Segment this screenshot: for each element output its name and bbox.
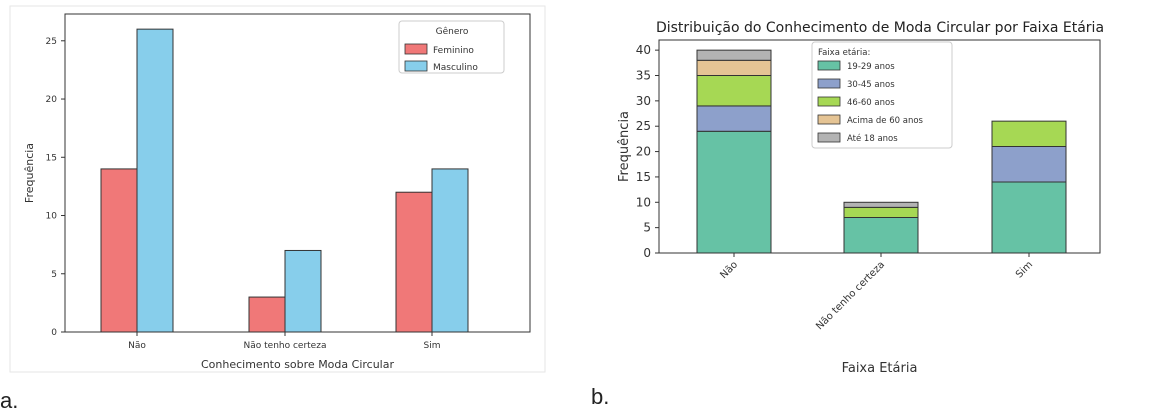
bar-masculino-1 [284,249,322,333]
y-tick-label: 40 [636,43,651,57]
legend-swatch [817,60,841,71]
y-tick-label: 10 [46,212,58,222]
y-tick-label: 0 [51,328,57,338]
chart-b-axes [658,39,1101,254]
legend-title: Faixa etária: [818,48,870,58]
legend-swatch [817,114,841,125]
legend-swatch [817,132,841,143]
y-axis-label: Frequência [23,143,36,203]
stack-segment [696,75,772,107]
y-tick-label: 5 [51,270,57,280]
stack-segment [843,206,919,219]
stack-segment [991,181,1067,254]
y-tick-label: 0 [643,246,651,260]
y-tick-label: 25 [46,37,57,47]
y-tick-label: 5 [643,221,651,235]
bar-feminino-1 [248,296,286,333]
x-axis-label: Faixa Etária [842,361,918,376]
bar-feminino-0 [100,168,138,333]
legend-entry: Acima de 60 anos [847,116,924,126]
y-tick-label: 20 [636,145,651,159]
legend-entry: 30-45 anos [847,80,895,90]
x-tick-label: Sim [424,341,441,351]
y-tick-label: 20 [46,95,58,105]
stack-segment [991,146,1067,183]
y-tick-label: 15 [46,153,57,163]
y-tick-label: 35 [636,69,651,83]
y-axis-label: Frequência [617,111,632,182]
chart-b: 0 5 10 15 20 25 30 35 40 Não Não tenho certeza Sim F… [617,20,1104,376]
x-tick-label: Não [718,259,740,281]
panel-label-b: b. [591,384,610,409]
x-tick-label: Não [128,341,146,351]
legend-swatch [404,60,428,72]
x-tick-label: Sim [1014,259,1035,280]
stack-segment [696,130,772,254]
x-tick-label: Não tenho certeza [244,341,327,351]
stack-segment [843,201,919,208]
legend-entry: Feminino [433,46,474,56]
y-tick-label: 10 [636,195,651,209]
y-tick-label: 25 [636,119,651,133]
legend-swatch [817,78,841,89]
stack-segment [696,59,772,76]
stack-segment [696,49,772,61]
bar-masculino-2 [431,168,469,333]
legend-title: Gênero [436,26,469,37]
stack-segment [991,120,1067,148]
chart-title: Distribuição do Conhecimento de Moda Cir… [656,20,1104,36]
legend-entry: 19-29 anos [847,62,895,72]
legend-entry: Até 18 anos [847,133,898,144]
chart-a-axes [64,13,531,333]
bar-feminino-2 [395,191,433,333]
legend-swatch [817,96,841,107]
x-axis-label: Conhecimento sobre Moda Circular [201,358,394,371]
legend-box [398,20,505,74]
stack-segment [696,105,772,132]
chart-a-frame [9,5,546,373]
y-tick-label: 30 [636,94,651,108]
chart-a: 0 5 10 15 20 25 Não Não tenho certeza Sim Conheci… [9,5,546,373]
legend-entry: 46-60 anos [847,98,895,108]
bar-masculino-0 [136,28,174,333]
stack-segment [843,217,919,254]
legend-swatch [404,43,428,55]
panel-label-a: a. [0,388,19,413]
x-tick-label: Não tenho certeza [814,259,887,332]
legend-entry: Masculino [433,63,478,73]
legend-box [811,41,953,149]
y-tick-label: 15 [636,170,651,184]
